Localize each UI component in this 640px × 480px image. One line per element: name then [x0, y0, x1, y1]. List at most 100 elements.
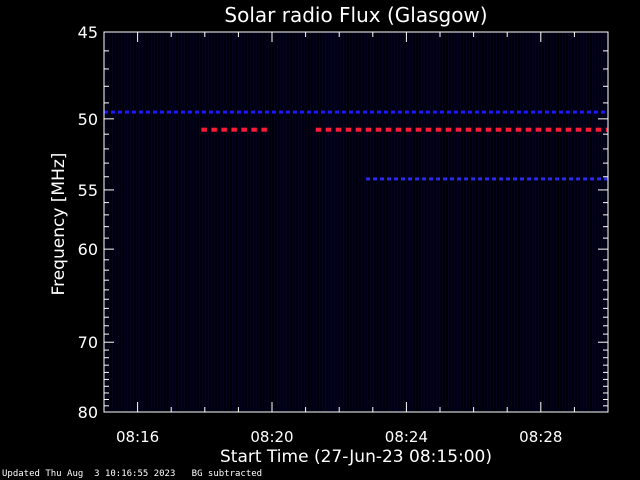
feature-segment — [425, 127, 432, 132]
noise-streak — [476, 32, 478, 412]
feature-segment — [261, 127, 267, 132]
feature-segment — [272, 110, 276, 114]
feature-segment — [321, 110, 325, 114]
feature-segment — [440, 110, 444, 114]
feature-segment — [373, 177, 377, 181]
noise-streak — [296, 32, 298, 412]
feature-segment — [118, 110, 122, 114]
noise-streak — [473, 32, 475, 412]
x-tick-label: 08:24 — [385, 428, 428, 446]
noise-streak — [185, 32, 187, 412]
noise-streak — [446, 32, 448, 412]
noise-streak — [494, 32, 496, 412]
noise-streak — [512, 32, 514, 412]
feature-segment — [146, 110, 150, 114]
y-tick-label: 45 — [78, 23, 98, 42]
noise-streak — [224, 32, 226, 412]
feature-segment — [575, 127, 582, 132]
feature-segment — [513, 177, 517, 181]
feature-segment — [583, 177, 587, 181]
feature-segment — [565, 127, 572, 132]
noise-streak — [290, 32, 292, 412]
noise-streak — [152, 32, 154, 412]
noise-streak — [194, 32, 196, 412]
feature-segment — [433, 110, 437, 114]
feature-segment — [111, 110, 115, 114]
feature-segment — [125, 110, 129, 114]
noise-streak — [467, 32, 469, 412]
noise-streak — [554, 32, 556, 412]
feature-segment — [395, 127, 402, 132]
updated-timestamp: Updated Thu Aug 3 10:16:55 2023 — [2, 469, 176, 479]
noise-streak — [521, 32, 523, 412]
noise-streak — [392, 32, 394, 412]
noise-streak — [365, 32, 367, 412]
noise-streak — [116, 32, 118, 412]
feature-segment — [545, 110, 549, 114]
plot-frame — [103, 31, 609, 413]
feature-segment — [139, 110, 143, 114]
feature-segment — [422, 177, 426, 181]
noise-streak — [191, 32, 193, 412]
noise-streak — [359, 32, 361, 412]
feature-segment — [478, 177, 482, 181]
noise-streak — [464, 32, 466, 412]
noise-streak — [104, 32, 106, 412]
noise-streak — [590, 32, 592, 412]
x-axis: 08:16 08:20 08:24 08:28 — [103, 32, 609, 446]
feature-segment — [569, 177, 573, 181]
feature-segment — [548, 177, 552, 181]
y-tick-label: 55 — [78, 181, 98, 200]
noise-streak — [335, 32, 337, 412]
noise-streak — [107, 32, 109, 412]
noise-streak — [386, 32, 388, 412]
noise-streak — [347, 32, 349, 412]
feature-segment — [216, 110, 220, 114]
noise-streak — [422, 32, 424, 412]
noise-streak — [227, 32, 229, 412]
noise-streak — [212, 32, 214, 412]
feature-segment — [385, 127, 392, 132]
noise-streak — [530, 32, 532, 412]
feature-segment — [436, 177, 440, 181]
noise-streak — [164, 32, 166, 412]
feature-segment — [450, 177, 454, 181]
feature-segment — [211, 127, 217, 132]
noise-streak — [308, 32, 310, 412]
noise-streak — [434, 32, 436, 412]
feature-segment — [585, 127, 592, 132]
feature-segment — [221, 127, 227, 132]
noise-streak — [389, 32, 391, 412]
noise-streak — [368, 32, 370, 412]
noise-streak — [416, 32, 418, 412]
noise-streak — [119, 32, 121, 412]
noise-streak — [377, 32, 379, 412]
noise-streak — [203, 32, 205, 412]
feature-segment — [279, 110, 283, 114]
feature-segment — [573, 110, 577, 114]
feature-segment — [461, 110, 465, 114]
noise-streak — [161, 32, 163, 412]
feature-segment — [251, 110, 255, 114]
feature-segment — [104, 110, 108, 114]
noise-streak — [332, 32, 334, 412]
noise-streak — [461, 32, 463, 412]
noise-streak — [281, 32, 283, 412]
feature-segment — [355, 127, 362, 132]
noise-streak — [545, 32, 547, 412]
noise-streak — [599, 32, 601, 412]
feature-segment — [387, 177, 391, 181]
feature-segment — [391, 110, 395, 114]
feature-segment — [223, 110, 227, 114]
noise-streak — [182, 32, 184, 412]
feature-segment — [167, 110, 171, 114]
noise-streak — [557, 32, 559, 412]
noise-streak — [284, 32, 286, 412]
feature-segment — [454, 110, 458, 114]
feature-segment — [531, 110, 535, 114]
noise-streak — [317, 32, 319, 412]
noise-streak — [197, 32, 199, 412]
noise-streak — [122, 32, 124, 412]
x-tick-label: 08:28 — [519, 428, 562, 446]
feature-segment — [132, 110, 136, 114]
